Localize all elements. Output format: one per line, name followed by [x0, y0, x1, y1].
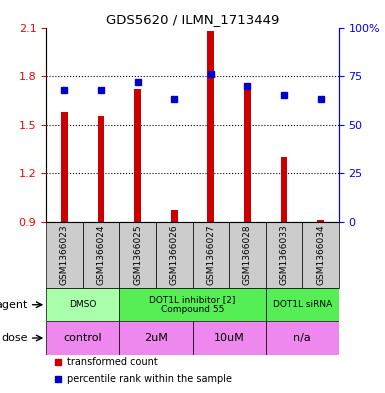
Text: dose: dose	[2, 333, 28, 343]
Bar	[281, 157, 287, 222]
Text: GSM1366033: GSM1366033	[280, 224, 288, 285]
Text: GSM1366025: GSM1366025	[133, 224, 142, 285]
FancyBboxPatch shape	[302, 222, 339, 288]
Text: 2uM: 2uM	[144, 333, 168, 343]
FancyBboxPatch shape	[266, 321, 339, 354]
Text: GSM1366028: GSM1366028	[243, 224, 252, 285]
FancyBboxPatch shape	[266, 288, 339, 321]
Bar	[171, 210, 177, 222]
FancyBboxPatch shape	[192, 222, 229, 288]
Text: DMSO: DMSO	[69, 300, 97, 309]
Text: transformed count: transformed count	[67, 357, 157, 367]
Bar	[98, 116, 104, 222]
FancyBboxPatch shape	[119, 321, 192, 354]
Title: GDS5620 / ILMN_1713449: GDS5620 / ILMN_1713449	[106, 13, 279, 26]
Bar	[61, 112, 68, 222]
Text: percentile rank within the sample: percentile rank within the sample	[67, 374, 232, 384]
Text: GSM1366023: GSM1366023	[60, 224, 69, 285]
FancyBboxPatch shape	[119, 288, 266, 321]
FancyBboxPatch shape	[156, 222, 192, 288]
FancyBboxPatch shape	[46, 222, 83, 288]
FancyBboxPatch shape	[83, 222, 119, 288]
FancyBboxPatch shape	[192, 321, 266, 354]
FancyBboxPatch shape	[46, 288, 119, 321]
FancyBboxPatch shape	[229, 222, 266, 288]
Text: GSM1366034: GSM1366034	[316, 224, 325, 285]
Bar	[244, 89, 251, 222]
Text: control: control	[64, 333, 102, 343]
Bar	[208, 31, 214, 222]
Text: GSM1366026: GSM1366026	[170, 224, 179, 285]
FancyBboxPatch shape	[119, 222, 156, 288]
FancyBboxPatch shape	[46, 321, 119, 354]
Bar	[134, 89, 141, 222]
Text: 10uM: 10uM	[214, 333, 244, 343]
Text: agent: agent	[0, 300, 28, 310]
Bar	[317, 220, 324, 222]
Text: GSM1366027: GSM1366027	[206, 224, 215, 285]
Text: DOT1L inhibitor [2]
Compound 55: DOT1L inhibitor [2] Compound 55	[149, 295, 236, 314]
Text: DOT1L siRNA: DOT1L siRNA	[273, 300, 332, 309]
FancyBboxPatch shape	[266, 222, 302, 288]
Text: GSM1366024: GSM1366024	[97, 224, 105, 285]
Text: n/a: n/a	[293, 333, 311, 343]
